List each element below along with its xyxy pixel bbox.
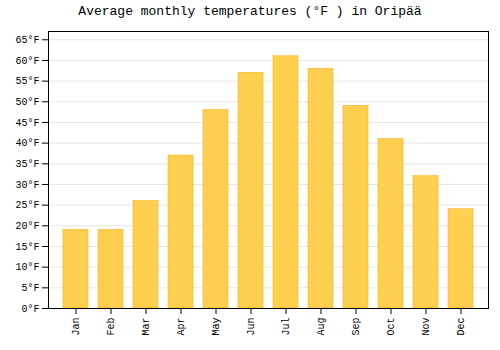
svg-text:20°F: 20°F <box>15 221 39 232</box>
svg-text:55°F: 55°F <box>15 76 39 87</box>
svg-text:10°F: 10°F <box>15 262 39 273</box>
svg-text:50°F: 50°F <box>15 97 39 108</box>
svg-text:40°F: 40°F <box>15 138 39 149</box>
svg-text:Jan: Jan <box>71 318 82 336</box>
svg-text:65°F: 65°F <box>15 35 39 46</box>
svg-text:35°F: 35°F <box>15 159 39 170</box>
svg-text:Mar: Mar <box>141 318 152 336</box>
svg-text:Jun: Jun <box>246 318 257 336</box>
html-text:Average monthly temperatures (: Average monthly temperatures (°F ) in Or… <box>78 4 422 19</box>
svg-text:45°F: 45°F <box>15 118 39 129</box>
svg-text:Sep: Sep <box>351 318 362 336</box>
svg-text:Oct: Oct <box>386 318 397 336</box>
svg-text:15°F: 15°F <box>15 242 39 253</box>
svg-text:30°F: 30°F <box>15 180 39 191</box>
svg-text:May: May <box>211 318 222 336</box>
svg-text:Dec: Dec <box>456 318 467 336</box>
svg-text:Nov: Nov <box>421 318 432 336</box>
svg-text:Apr: Apr <box>176 318 187 336</box>
svg-text:Feb: Feb <box>106 318 117 336</box>
svg-text:Jul: Jul <box>281 318 292 336</box>
svg-text:5°F: 5°F <box>21 283 39 294</box>
svg-text:Aug: Aug <box>316 318 327 336</box>
svg-text:60°F: 60°F <box>15 56 39 67</box>
svg-text:25°F: 25°F <box>15 200 39 211</box>
svg-text:0°F: 0°F <box>21 304 39 315</box>
